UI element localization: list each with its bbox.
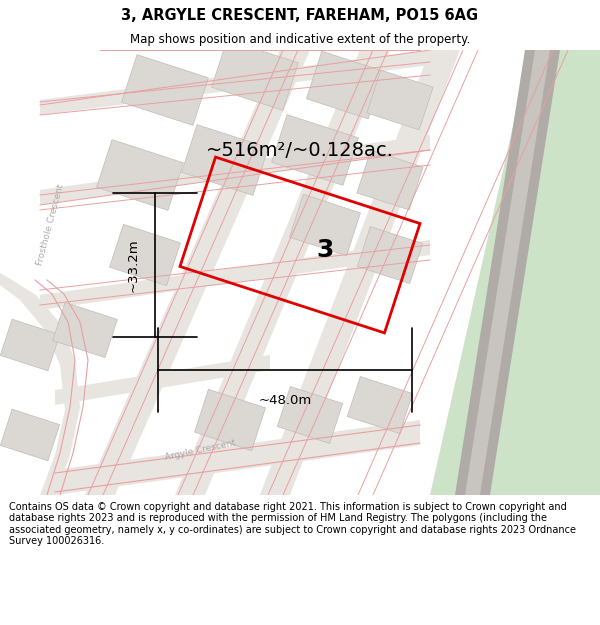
Polygon shape [97,139,184,211]
Text: Argyle Crescent: Argyle Crescent [164,438,236,462]
Polygon shape [307,51,383,119]
Polygon shape [260,50,460,495]
Polygon shape [53,302,118,358]
Text: ~516m²/~0.128ac.: ~516m²/~0.128ac. [206,141,394,159]
Polygon shape [358,226,422,284]
Polygon shape [122,54,208,126]
Polygon shape [40,135,430,205]
Text: ~48.0m: ~48.0m [259,394,311,406]
Polygon shape [367,70,433,130]
Text: 3, ARGYLE CRESCENT, FAREHAM, PO15 6AG: 3, ARGYLE CRESCENT, FAREHAM, PO15 6AG [121,8,479,22]
Text: Map shows position and indicative extent of the property.: Map shows position and indicative extent… [130,32,470,46]
Polygon shape [55,420,420,495]
Polygon shape [357,150,423,210]
Polygon shape [1,409,59,461]
Polygon shape [290,194,361,256]
Polygon shape [110,224,181,286]
Polygon shape [40,240,430,310]
Polygon shape [465,50,550,495]
Polygon shape [194,389,265,451]
Text: Contains OS data © Crown copyright and database right 2021. This information is : Contains OS data © Crown copyright and d… [9,501,576,546]
Polygon shape [430,50,600,495]
Polygon shape [1,319,59,371]
Polygon shape [455,50,560,495]
Polygon shape [85,50,310,495]
Polygon shape [272,114,358,186]
Text: 3: 3 [316,238,334,262]
Polygon shape [212,39,298,111]
Polygon shape [347,376,413,434]
Polygon shape [40,50,430,115]
Polygon shape [0,273,80,495]
Polygon shape [175,50,390,495]
Text: ~33.2m: ~33.2m [127,238,139,292]
Polygon shape [277,386,343,444]
Text: Frosthole Crescent: Frosthole Crescent [35,183,65,267]
Polygon shape [182,124,268,196]
Polygon shape [55,355,270,405]
